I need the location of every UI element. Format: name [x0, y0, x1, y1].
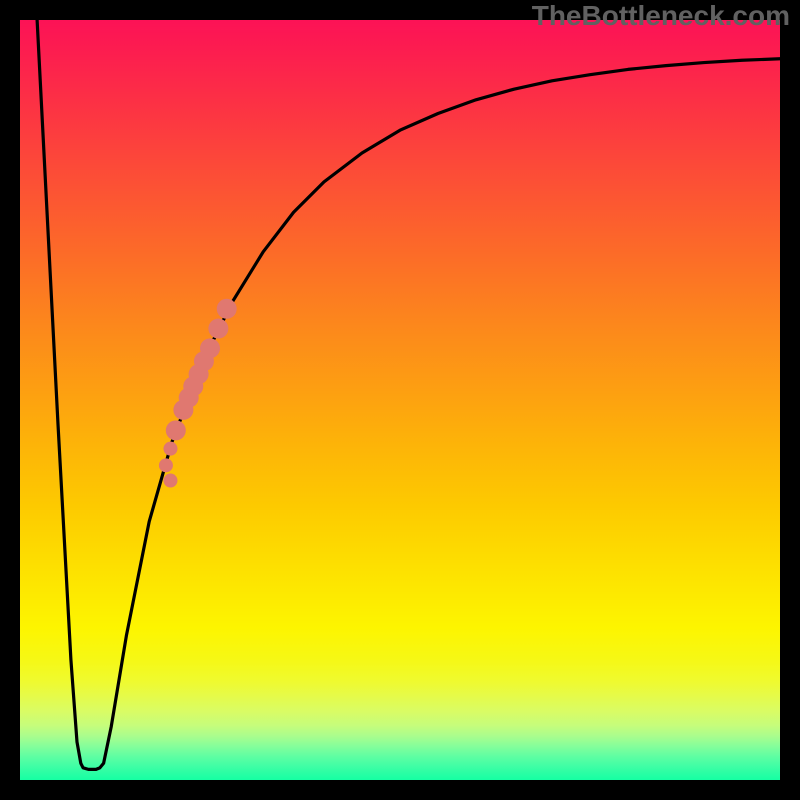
bottleneck-performance-chart [0, 0, 800, 800]
marker-dot [163, 474, 177, 488]
marker-dot [217, 299, 237, 319]
marker-dot [163, 442, 177, 456]
marker-dot [159, 458, 173, 472]
marker-dot [208, 319, 228, 339]
plot-background-gradient [20, 20, 780, 780]
chart-container: TheBottleneck.com [0, 0, 800, 800]
marker-dot [166, 420, 186, 440]
marker-dot [200, 338, 220, 358]
